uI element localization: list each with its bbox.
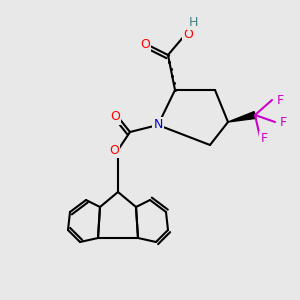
Text: O: O: [140, 38, 150, 52]
Text: F: F: [279, 116, 286, 128]
Text: N: N: [153, 118, 163, 131]
Text: O: O: [110, 110, 120, 124]
Text: O: O: [109, 143, 119, 157]
Text: H: H: [188, 16, 198, 28]
Text: O: O: [183, 28, 193, 41]
Text: F: F: [276, 94, 284, 106]
Polygon shape: [228, 112, 256, 122]
Text: F: F: [260, 133, 268, 146]
